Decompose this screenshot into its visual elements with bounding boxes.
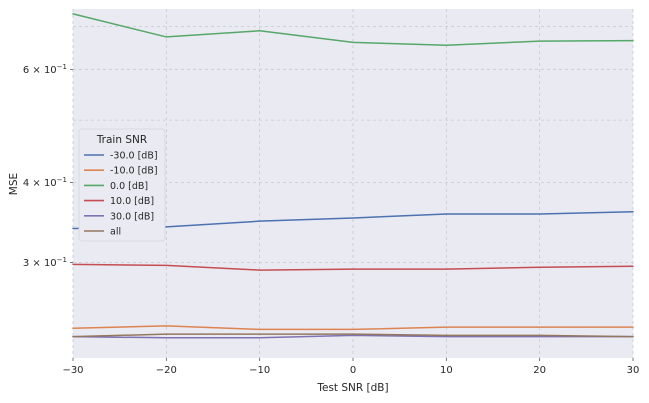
x-tick-label: 30 xyxy=(627,365,640,376)
legend-label: -30.0 [dB] xyxy=(110,151,158,162)
series-lines xyxy=(72,13,634,339)
x-tick-label: −30 xyxy=(62,365,83,376)
legend-label: all xyxy=(110,227,121,238)
y-axis-title: MSE xyxy=(8,173,20,195)
x-tick-label: 10 xyxy=(440,365,453,376)
y-tick-label: 3 × 10−1 xyxy=(23,256,67,269)
series-line-5 xyxy=(72,333,634,338)
legend-frame xyxy=(78,128,166,242)
y-tick-label: 4 × 10−1 xyxy=(23,176,67,189)
x-tick-label: −10 xyxy=(249,365,270,376)
legend-entries: -30.0 [dB] -10.0 [dB] 0.0 [dB] 10.0 [dB] 30.… xyxy=(84,151,158,238)
legend-label: 0.0 [dB] xyxy=(110,181,148,192)
series-line-3 xyxy=(72,263,634,271)
legend-label: 10.0 [dB] xyxy=(110,196,154,207)
grid xyxy=(72,9,634,358)
series-line-2 xyxy=(72,13,634,47)
series-line-1 xyxy=(72,325,634,331)
y-axis-ticks: 3 × 10−1 4 × 10−1 6 × 10−1 xyxy=(23,63,73,269)
x-axis-ticks: −30 −20 −10 0 10 20 30 xyxy=(62,358,639,376)
legend-label: -10.0 [dB] xyxy=(110,166,158,177)
x-tick-label: 0 xyxy=(350,365,356,376)
y-tick-label: 6 × 10−1 xyxy=(23,63,67,76)
x-tick-label: −20 xyxy=(156,365,177,376)
legend-title: Train SNR xyxy=(96,134,147,146)
series-line-4 xyxy=(72,334,634,339)
x-tick-label: 20 xyxy=(533,365,546,376)
series-line-0 xyxy=(72,210,634,230)
legend: Train SNR -30.0 [dB] -10.0 [dB] 0.0 [dB] 10… xyxy=(78,128,166,242)
legend-label: 30.0 [dB] xyxy=(110,211,154,222)
x-axis-title: Test SNR [dB] xyxy=(316,382,388,394)
